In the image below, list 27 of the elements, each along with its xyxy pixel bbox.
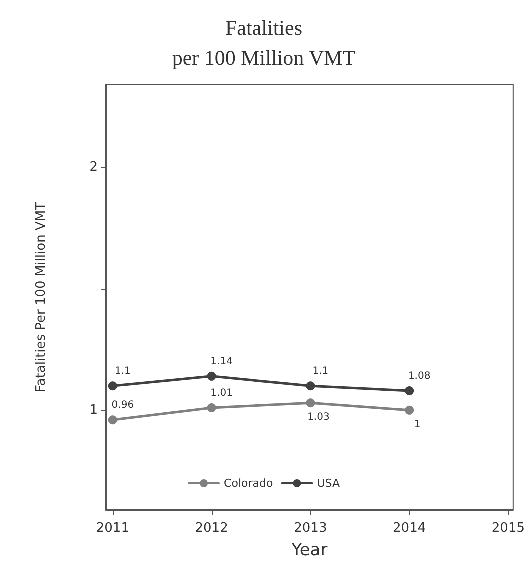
data-label: 1.14 [210, 356, 233, 368]
point [108, 416, 118, 425]
data-label: 1.08 [408, 371, 431, 382]
x-tick-label: 2013 [294, 521, 328, 536]
point [306, 398, 316, 408]
point [207, 372, 216, 381]
point [405, 386, 414, 396]
point [108, 382, 118, 391]
chart-title: Fatalities per 100 Million VMT [172, 16, 356, 70]
x-tick-label: 2014 [393, 521, 426, 536]
x-tick-label: 2011 [96, 521, 130, 536]
y-axis-title: Fatalities Per 100 Million VMT [34, 202, 49, 392]
data-label: 1.1 [312, 366, 329, 378]
data-label: 1.01 [210, 388, 233, 399]
legend-label: Colorado [224, 477, 274, 490]
data-label: 1.03 [308, 412, 330, 424]
data-label: 1.1 [114, 366, 131, 378]
y-tick-label: 2 [90, 160, 98, 176]
point [306, 382, 316, 391]
point [207, 404, 216, 412]
x-tick-label: 2015 [492, 521, 526, 536]
x-axis-title: Year [290, 540, 328, 560]
data-label: 1 [414, 419, 421, 430]
point [405, 406, 414, 415]
data-label: 0.96 [112, 400, 134, 412]
legend-label: USA [317, 477, 340, 490]
x-tick-label: 2012 [195, 521, 228, 536]
